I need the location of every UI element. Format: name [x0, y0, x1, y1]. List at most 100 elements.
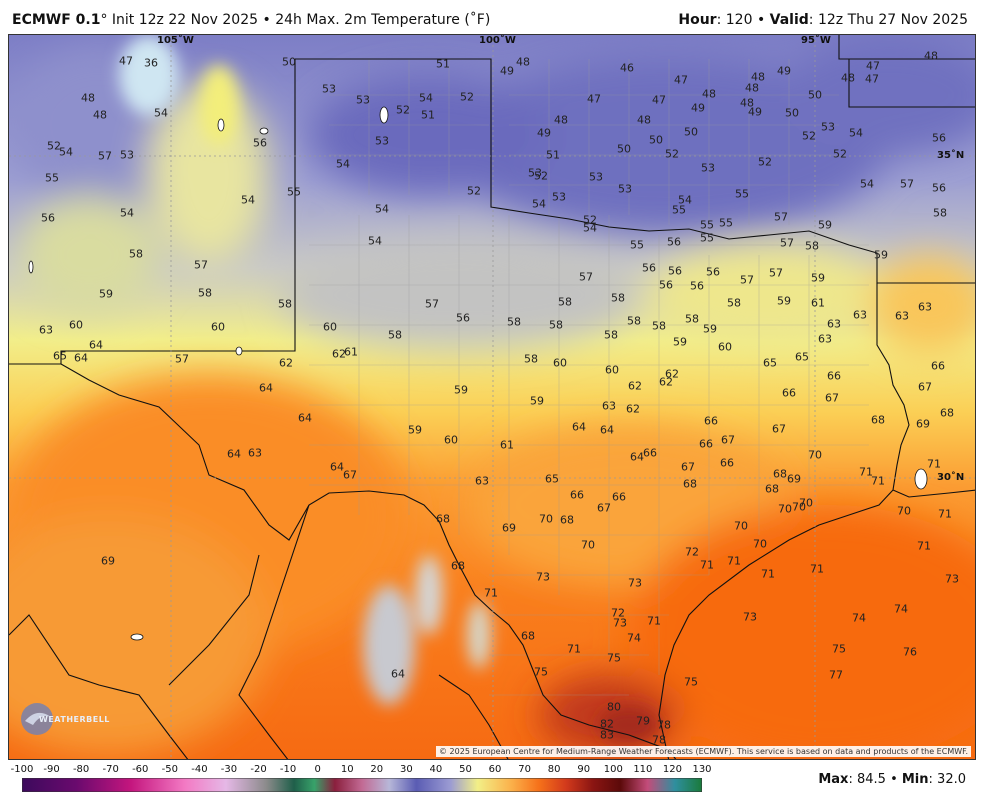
temperature-label: 54 [368, 234, 382, 248]
temperature-label: 57 [425, 297, 439, 311]
temperature-label: 73 [743, 610, 757, 624]
temperature-label: 70 [753, 537, 767, 551]
degree-mark: ° [100, 12, 108, 28]
temperature-label: 52 [396, 103, 410, 117]
temperature-label: 58 [611, 291, 625, 305]
temperature-label: 66 [699, 437, 713, 451]
title-bullet-right: • [756, 12, 766, 28]
model-name: ECMWF 0.1 [12, 12, 101, 28]
temperature-label: 61 [344, 345, 358, 359]
temperature-label: 53 [618, 182, 632, 196]
hour-label: Hour [678, 12, 717, 28]
temperature-label: 71 [647, 614, 661, 628]
temperature-label: 61 [811, 296, 825, 310]
colorbar-tick: 0 [314, 764, 321, 775]
temperature-label: 52 [47, 139, 61, 153]
temperature-label: 58 [627, 314, 641, 328]
temperature-label: 52 [833, 147, 847, 161]
title-bullet: • [262, 12, 271, 28]
temperature-label: 54 [241, 193, 255, 207]
temperature-label: 68 [773, 467, 787, 481]
valid-value: : 12z Thu 27 Nov 2025 [808, 12, 968, 28]
temperature-label: 51 [546, 148, 560, 162]
temperature-label: 70 [799, 496, 813, 510]
temperature-label: 65 [795, 350, 809, 364]
temperature-label: 50 [785, 106, 799, 120]
temperature-label: 55 [700, 218, 714, 232]
temperature-label: 68 [765, 482, 779, 496]
max-min-stats: Max: 84.5 • Min: 32.0 [818, 772, 966, 787]
temperature-label: 71 [871, 474, 885, 488]
temperature-label: 58 [933, 206, 947, 220]
temperature-label: 57 [900, 177, 914, 191]
map-title: ECMWF 0.1° Init 12z 22 Nov 2025 • 24h Ma… [12, 12, 490, 28]
temperature-label: 78 [657, 718, 671, 732]
lakes [28, 106, 928, 641]
temperature-label: 71 [938, 507, 952, 521]
temperature-label: 67 [597, 501, 611, 515]
temperature-label: 59 [777, 294, 791, 308]
stats-bullet: • [890, 772, 898, 787]
colorbar-tick: 100 [603, 764, 623, 775]
temperature-label: 64 [89, 338, 103, 352]
temperature-label: 60 [211, 320, 225, 334]
colorbar-tick: 80 [547, 764, 561, 775]
colorbar-tick: 130 [692, 764, 712, 775]
temperature-label: 54 [532, 197, 546, 211]
temperature-label: 54 [375, 202, 389, 216]
temperature-label: 70 [581, 538, 595, 552]
temperature-label: 48 [554, 113, 568, 127]
colorbar-tick: -70 [102, 764, 119, 775]
temperature-label: 66 [570, 488, 584, 502]
temperature-label: 63 [918, 300, 932, 314]
temperature-label: 59 [811, 271, 825, 285]
temperature-label: 53 [322, 82, 336, 96]
colorbar-tick: -20 [250, 764, 267, 775]
temperature-label: 47 [652, 93, 666, 107]
colorbar-tick: -30 [220, 764, 238, 775]
temperature-label: 74 [627, 631, 641, 645]
temperature-label: 60 [323, 320, 337, 334]
temperature-label: 78 [652, 733, 666, 747]
forecast-time: Hour: 120 • Valid: 12z Thu 27 Nov 2025 [678, 12, 968, 28]
temperature-label: 53 [821, 120, 835, 134]
colorbar-tick: 20 [370, 764, 384, 775]
temperature-label: 70 [734, 519, 748, 533]
temperature-label: 64 [298, 411, 312, 425]
temperature-label: 59 [703, 322, 717, 336]
colorbar-tick: 50 [459, 764, 472, 775]
temperature-label: 72 [611, 606, 625, 620]
min-label: Min [901, 772, 929, 787]
temperature-label: 55 [630, 238, 644, 252]
logo-text: WEATHERBELL [39, 715, 110, 724]
temperature-label: 53 [375, 134, 389, 148]
temperature-label: 72 [685, 545, 699, 559]
temperature-label: 58 [388, 328, 402, 342]
temperature-label: 59 [530, 394, 544, 408]
temperature-label: 58 [549, 318, 563, 332]
temperature-label: 47 [865, 72, 879, 86]
temperature-label: 48 [637, 113, 651, 127]
temperature-label: 56 [667, 235, 681, 249]
temperature-label: 65 [545, 472, 559, 486]
temperature-label: 55 [45, 171, 59, 185]
temperature-label: 58 [805, 239, 819, 253]
temperature-label: 60 [605, 363, 619, 377]
colorbar-tick: 10 [340, 764, 354, 775]
coordinate-label: 105˚W [157, 35, 194, 46]
temperature-label: 47 [119, 54, 133, 68]
temperature-label: 57 [194, 258, 208, 272]
temperature-label: 52 [460, 90, 474, 104]
temperature-label: 73 [613, 616, 627, 630]
temperature-label: 62 [279, 356, 293, 370]
temperature-label: 54 [336, 157, 350, 171]
temperature-label: 50 [282, 55, 296, 69]
terrain-highlights [119, 35, 659, 743]
temperature-label: 52 [802, 129, 816, 143]
temperature-label: 64 [227, 447, 241, 461]
temperature-label: 74 [852, 611, 866, 625]
temperature-label: 53 [356, 93, 370, 107]
temperature-label: 63 [602, 399, 616, 413]
temperature-label: 55 [719, 216, 733, 230]
temperature-label: 52 [665, 147, 679, 161]
